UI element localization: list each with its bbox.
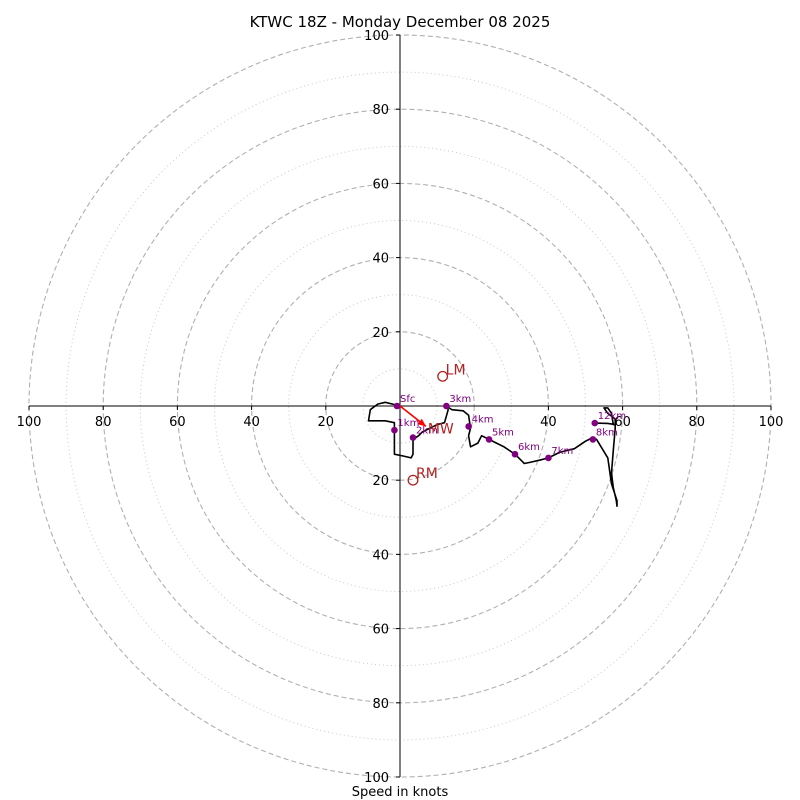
x-tick-label: 100 (17, 415, 42, 430)
x-tick-label: 60 (169, 415, 186, 430)
height-marker-6km (511, 450, 519, 458)
bulk-shear-vector (399, 405, 427, 428)
height-label-7km: 7km (551, 446, 573, 457)
height-marker-12km (591, 419, 599, 427)
storm-motion-markers: LM RM MW (407, 362, 466, 486)
x-tick-label: 40 (243, 415, 260, 430)
height-label-1km: 1km (397, 418, 419, 429)
height-label-sfc: Sfc (400, 394, 415, 405)
storm-motion-mw-label: MW (428, 421, 454, 437)
height-label-8km: 8km (596, 427, 618, 438)
height-marker-2km (409, 434, 417, 441)
height-marker-sfc (393, 402, 401, 410)
y-tick-label: 40 (372, 252, 389, 267)
height-label-4km: 4km (472, 414, 494, 425)
y-tick-label: 100 (364, 771, 389, 786)
storm-motion-rm-label: RM (416, 466, 438, 482)
axis-tick-labels: 100 80 60 40 20 40 60 80 100 100 80 60 40 20 20 40 60 80 1… (17, 29, 784, 786)
y-tick-label: 60 (372, 623, 389, 638)
height-label-3km: 3km (449, 394, 471, 405)
x-tick-label: 100 (759, 415, 784, 430)
y-tick-label: 100 (364, 29, 389, 44)
height-marker-8km (589, 436, 597, 443)
shear-vector-arrowhead (417, 418, 426, 427)
storm-motion-lm-label: LM (446, 362, 466, 378)
x-tick-label: 20 (318, 415, 335, 430)
y-tick-label: 20 (372, 326, 389, 341)
y-tick-label: 40 (372, 548, 389, 563)
height-marker-3km (443, 402, 450, 410)
chart-title: KTWC 18Z - Monday December 08 2025 (250, 13, 551, 31)
height-marker-7km (545, 454, 552, 462)
height-marker-1km (391, 426, 398, 434)
storm-motion-rm-marker (407, 474, 419, 486)
storm-motion-lm-marker (437, 370, 449, 382)
height-label-2km: 2km (416, 426, 438, 437)
x-tick-label: 80 (689, 415, 706, 430)
y-tick-label: 20 (372, 474, 389, 489)
y-tick-label: 80 (372, 103, 389, 118)
y-tick-label: 80 (372, 697, 389, 712)
y-tick-label: 60 (372, 177, 389, 192)
x-tick-label: 60 (614, 415, 631, 430)
height-label-5km: 5km (492, 427, 514, 438)
height-label-12km: 12km (598, 411, 626, 422)
x-tick-label: 80 (95, 415, 112, 430)
x-tick-label: 40 (540, 415, 557, 430)
x-axis-label: Speed in knots (352, 785, 449, 800)
height-label-6km: 6km (518, 442, 540, 453)
height-marker-5km (485, 436, 493, 443)
height-marker-4km (465, 423, 472, 430)
